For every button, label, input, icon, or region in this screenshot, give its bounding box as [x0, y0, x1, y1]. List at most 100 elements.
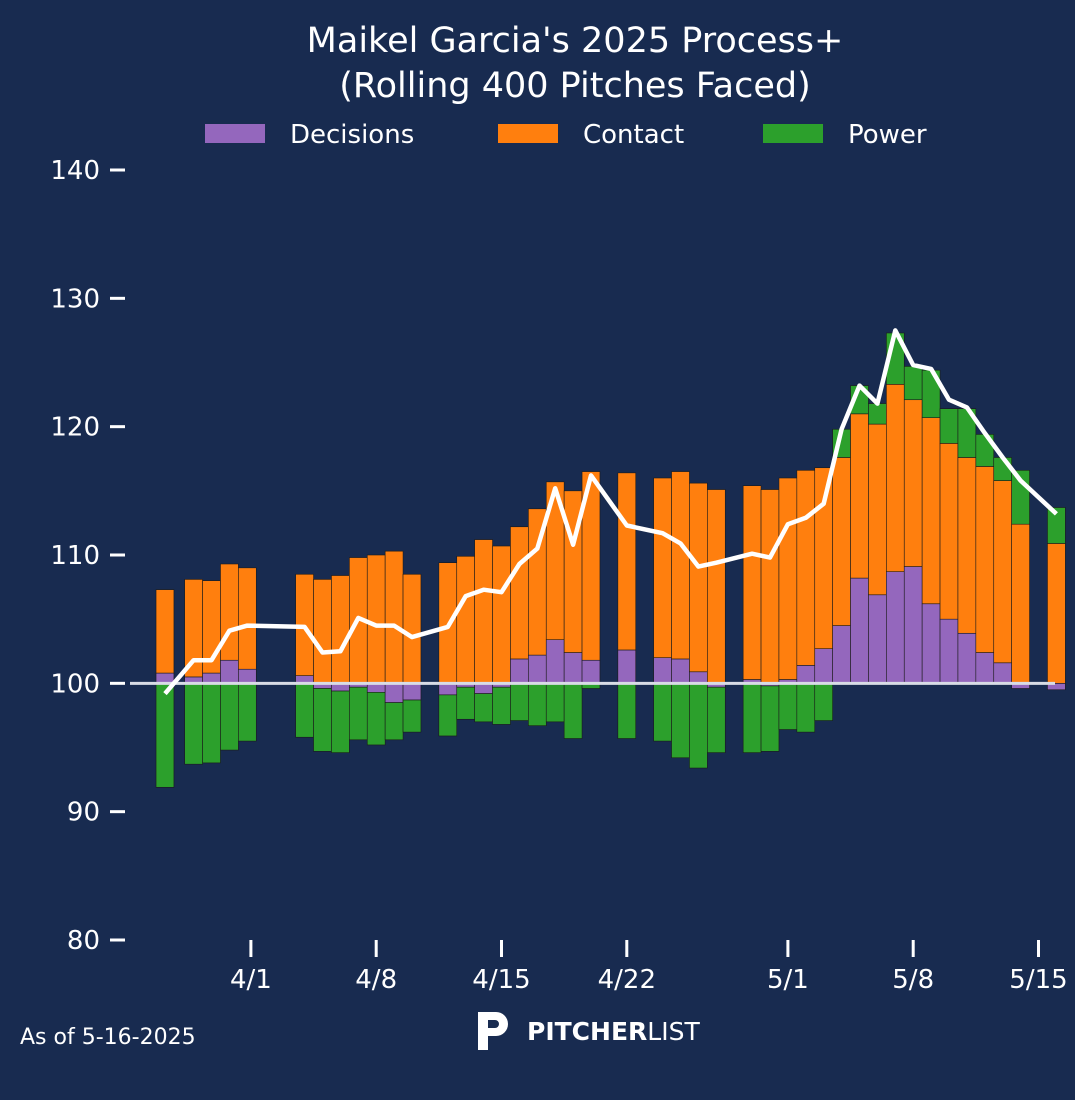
bar-decisions — [545, 639, 565, 684]
y-tick-label: 120 — [50, 413, 100, 443]
bar-power — [689, 683, 708, 769]
legend-swatch-contact — [498, 124, 558, 143]
bar-decisions — [850, 577, 869, 684]
legend-label-decisions: Decisions — [290, 120, 414, 150]
x-axis: 4/1 4/8 4/15 4/22 5/1 5/8 5/15 — [230, 940, 1068, 995]
bar-contact — [313, 579, 332, 684]
bar-power — [510, 683, 529, 721]
bar-power — [184, 683, 203, 765]
bars-group — [155, 332, 1066, 788]
bar-contact — [331, 575, 350, 684]
bar-power — [220, 683, 239, 751]
bar-power — [545, 683, 565, 723]
bar-contact — [760, 489, 780, 684]
bar-power — [492, 686, 511, 725]
x-tick-label: 5/15 — [1009, 965, 1067, 995]
bar-contact — [474, 539, 493, 684]
brand-bold: PITCHER — [527, 1017, 647, 1046]
pitcherlist-logo-icon — [478, 1012, 508, 1050]
bar-decisions — [903, 566, 923, 684]
x-tick-label: 4/15 — [472, 965, 530, 995]
bar-power — [456, 686, 475, 720]
bar-decisions — [886, 571, 905, 684]
y-tick-label: 90 — [67, 798, 100, 828]
bar-contact — [492, 545, 511, 684]
bar-decisions — [238, 668, 257, 684]
bar-decisions — [814, 648, 833, 684]
bar-decisions — [689, 671, 708, 684]
bar-decisions — [563, 652, 583, 684]
bar-decisions — [617, 649, 637, 684]
bar-contact — [617, 472, 637, 651]
bar-decisions — [653, 657, 672, 684]
bar-power — [438, 694, 458, 737]
bar-contact — [903, 399, 923, 567]
x-tick-label: 4/22 — [598, 965, 656, 995]
bar-power — [903, 366, 923, 401]
bar-contact — [778, 477, 798, 680]
bar-power — [1047, 507, 1066, 544]
bar-contact — [384, 550, 404, 684]
bar-decisions — [220, 659, 239, 684]
brand-light: LIST — [647, 1017, 700, 1046]
bar-decisions — [581, 659, 601, 684]
as-of-date: As of 5-16-2025 — [20, 1025, 196, 1050]
bar-decisions — [796, 665, 816, 684]
bar-contact — [456, 555, 475, 684]
bar-decisions — [474, 683, 493, 694]
bar-decisions — [384, 683, 404, 703]
y-axis: 80 90 100 110 120 130 140 — [50, 156, 125, 956]
bar-decisions — [671, 658, 690, 684]
bar-power — [868, 403, 887, 425]
bar-decisions — [438, 683, 458, 696]
bar-contact — [796, 469, 816, 666]
bar-contact — [366, 554, 386, 684]
pitcherlist-logo: PITCHERLIST — [478, 1012, 700, 1050]
legend: Decisions Contact Power — [205, 120, 927, 150]
y-tick-label: 80 — [67, 926, 100, 956]
bar-decisions — [975, 652, 995, 684]
bar-power — [202, 683, 221, 764]
bar-contact — [220, 563, 239, 661]
bar-decisions — [993, 662, 1012, 684]
bar-contact — [868, 423, 887, 596]
legend-swatch-decisions — [205, 124, 265, 143]
bar-contact — [742, 485, 762, 680]
bar-contact — [689, 482, 708, 673]
bar-power — [366, 692, 386, 746]
y-tick-label: 110 — [50, 541, 100, 571]
bar-contact — [671, 471, 690, 660]
bar-power — [796, 683, 816, 733]
bar-decisions — [921, 603, 941, 684]
bar-power — [528, 683, 547, 726]
bar-power — [384, 702, 404, 741]
bar-contact — [155, 589, 175, 674]
bar-decisions — [868, 594, 887, 684]
bar-decisions — [528, 654, 547, 684]
y-tick-label: 100 — [50, 669, 100, 699]
bar-contact — [581, 471, 601, 661]
x-tick-label: 4/8 — [355, 965, 397, 995]
bar-contact — [1047, 543, 1066, 684]
bar-contact — [707, 489, 726, 684]
bar-power — [742, 683, 762, 753]
bar-decisions — [155, 672, 175, 684]
bar-power — [778, 683, 798, 730]
bar-contact — [939, 443, 959, 620]
bar-decisions — [202, 672, 221, 684]
bar-power — [563, 683, 583, 739]
bar-decisions — [957, 632, 977, 684]
bar-power — [474, 693, 493, 723]
y-tick-label: 140 — [50, 156, 100, 186]
chart-title-line1: Maikel Garcia's 2025 Process+ — [307, 21, 844, 61]
bar-power — [313, 688, 332, 752]
bar-contact — [850, 413, 869, 579]
bar-contact — [975, 466, 995, 653]
bar-power — [238, 683, 257, 742]
bar-decisions — [939, 618, 959, 684]
bar-power — [617, 683, 637, 739]
bar-decisions — [402, 683, 422, 701]
bar-contact — [1011, 523, 1030, 684]
